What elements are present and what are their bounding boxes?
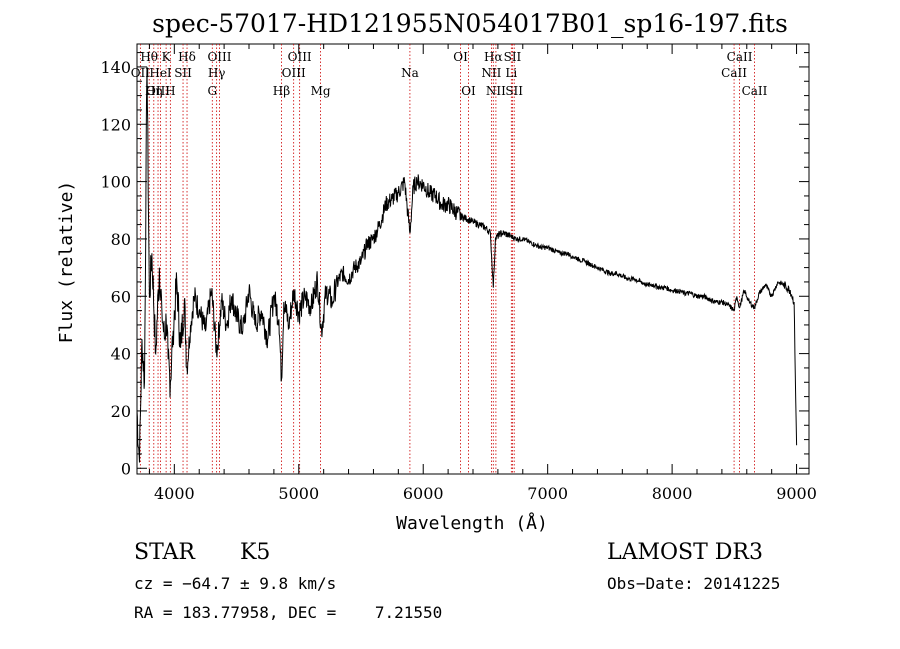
survey-name: LAMOST DR3 — [607, 540, 763, 565]
line-label-22: SII — [504, 50, 522, 64]
line-label-4: HeI — [149, 66, 172, 80]
x-tick-label-5: 9000 — [776, 484, 817, 503]
observation-date: Obs−Date: 20141225 — [607, 574, 781, 593]
x-tick-label-3: 7000 — [527, 484, 568, 503]
line-label-6: SII — [174, 66, 192, 80]
x-tick-label-1: 5000 — [278, 484, 319, 503]
y-tick-label-1: 20 — [111, 402, 131, 421]
object-subclass: K5 — [240, 540, 271, 565]
line-label-13: OIII — [282, 66, 306, 80]
y-tick-label-6: 120 — [100, 115, 131, 134]
y-tick-label-4: 80 — [111, 230, 131, 249]
line-label-12: OIII — [288, 50, 312, 64]
line-label-15: Mg — [311, 84, 331, 98]
spectral-line-markers — [139, 44, 755, 474]
x-tick-label-0: 4000 — [154, 484, 195, 503]
x-axis-label: Wavelength (Å) — [396, 512, 548, 534]
y-tick-label-0: 0 — [121, 459, 131, 478]
line-label-14: Hβ — [273, 84, 290, 98]
plot-frame — [136, 43, 810, 475]
y-axis-label: Flux (relative) — [56, 181, 77, 344]
y-tick-label-7: 140 — [100, 58, 131, 77]
y-tick-label-3: 60 — [111, 287, 131, 306]
object-class: STAR — [134, 540, 195, 565]
line-label-0: Hθ — [140, 50, 158, 64]
x-tick-label-2: 6000 — [403, 484, 444, 503]
line-label-24: SII — [505, 84, 523, 98]
line-label-9: OIII — [207, 50, 231, 64]
line-label-11: G — [207, 84, 217, 98]
line-label-23: Li — [505, 66, 517, 80]
sky-coordinates: RA = 183.77958, DEC = 7.21550 — [134, 603, 443, 622]
line-label-5: Hη — [145, 84, 163, 98]
y-axis-ticks: 0 20 40 60 80 100 120 140 — [100, 52, 809, 478]
line-label-2: OIII — [146, 84, 170, 98]
redshift-velocity: cz = −64.7 ± 9.8 km/s — [134, 574, 337, 593]
chart-title: spec-57017-HD121955N054017B01_sp16-197.f… — [152, 9, 788, 38]
line-label-19: Hα — [484, 50, 503, 64]
line-label-17: OI — [453, 50, 468, 64]
spectral-line-labels: Hθ OII OIII K HeI Hη SII H Hδ OIII Hγ G OIII OIII Hβ Mg… — [131, 50, 768, 98]
x-tick-label-4: 8000 — [652, 484, 693, 503]
line-label-16: Na — [401, 66, 419, 80]
line-label-1: OII — [131, 66, 151, 80]
y-tick-label-2: 40 — [111, 345, 131, 364]
x-axis-ticks: 4000 5000 6000 7000 8000 9000 — [148, 44, 817, 503]
line-label-8: Hδ — [178, 50, 196, 64]
line-label-21: NII — [486, 84, 506, 98]
y-tick-label-5: 100 — [100, 173, 131, 192]
line-label-27: CaII — [742, 84, 768, 98]
line-label-18: OI — [461, 84, 476, 98]
line-label-25: CaII — [727, 50, 753, 64]
spectrum-series-line — [136, 66, 798, 463]
line-label-20: NII — [481, 66, 501, 80]
line-label-10: Hγ — [208, 66, 226, 80]
line-label-3: K — [162, 50, 172, 64]
line-label-7: H — [165, 84, 175, 98]
line-label-26: CaII — [721, 66, 747, 80]
